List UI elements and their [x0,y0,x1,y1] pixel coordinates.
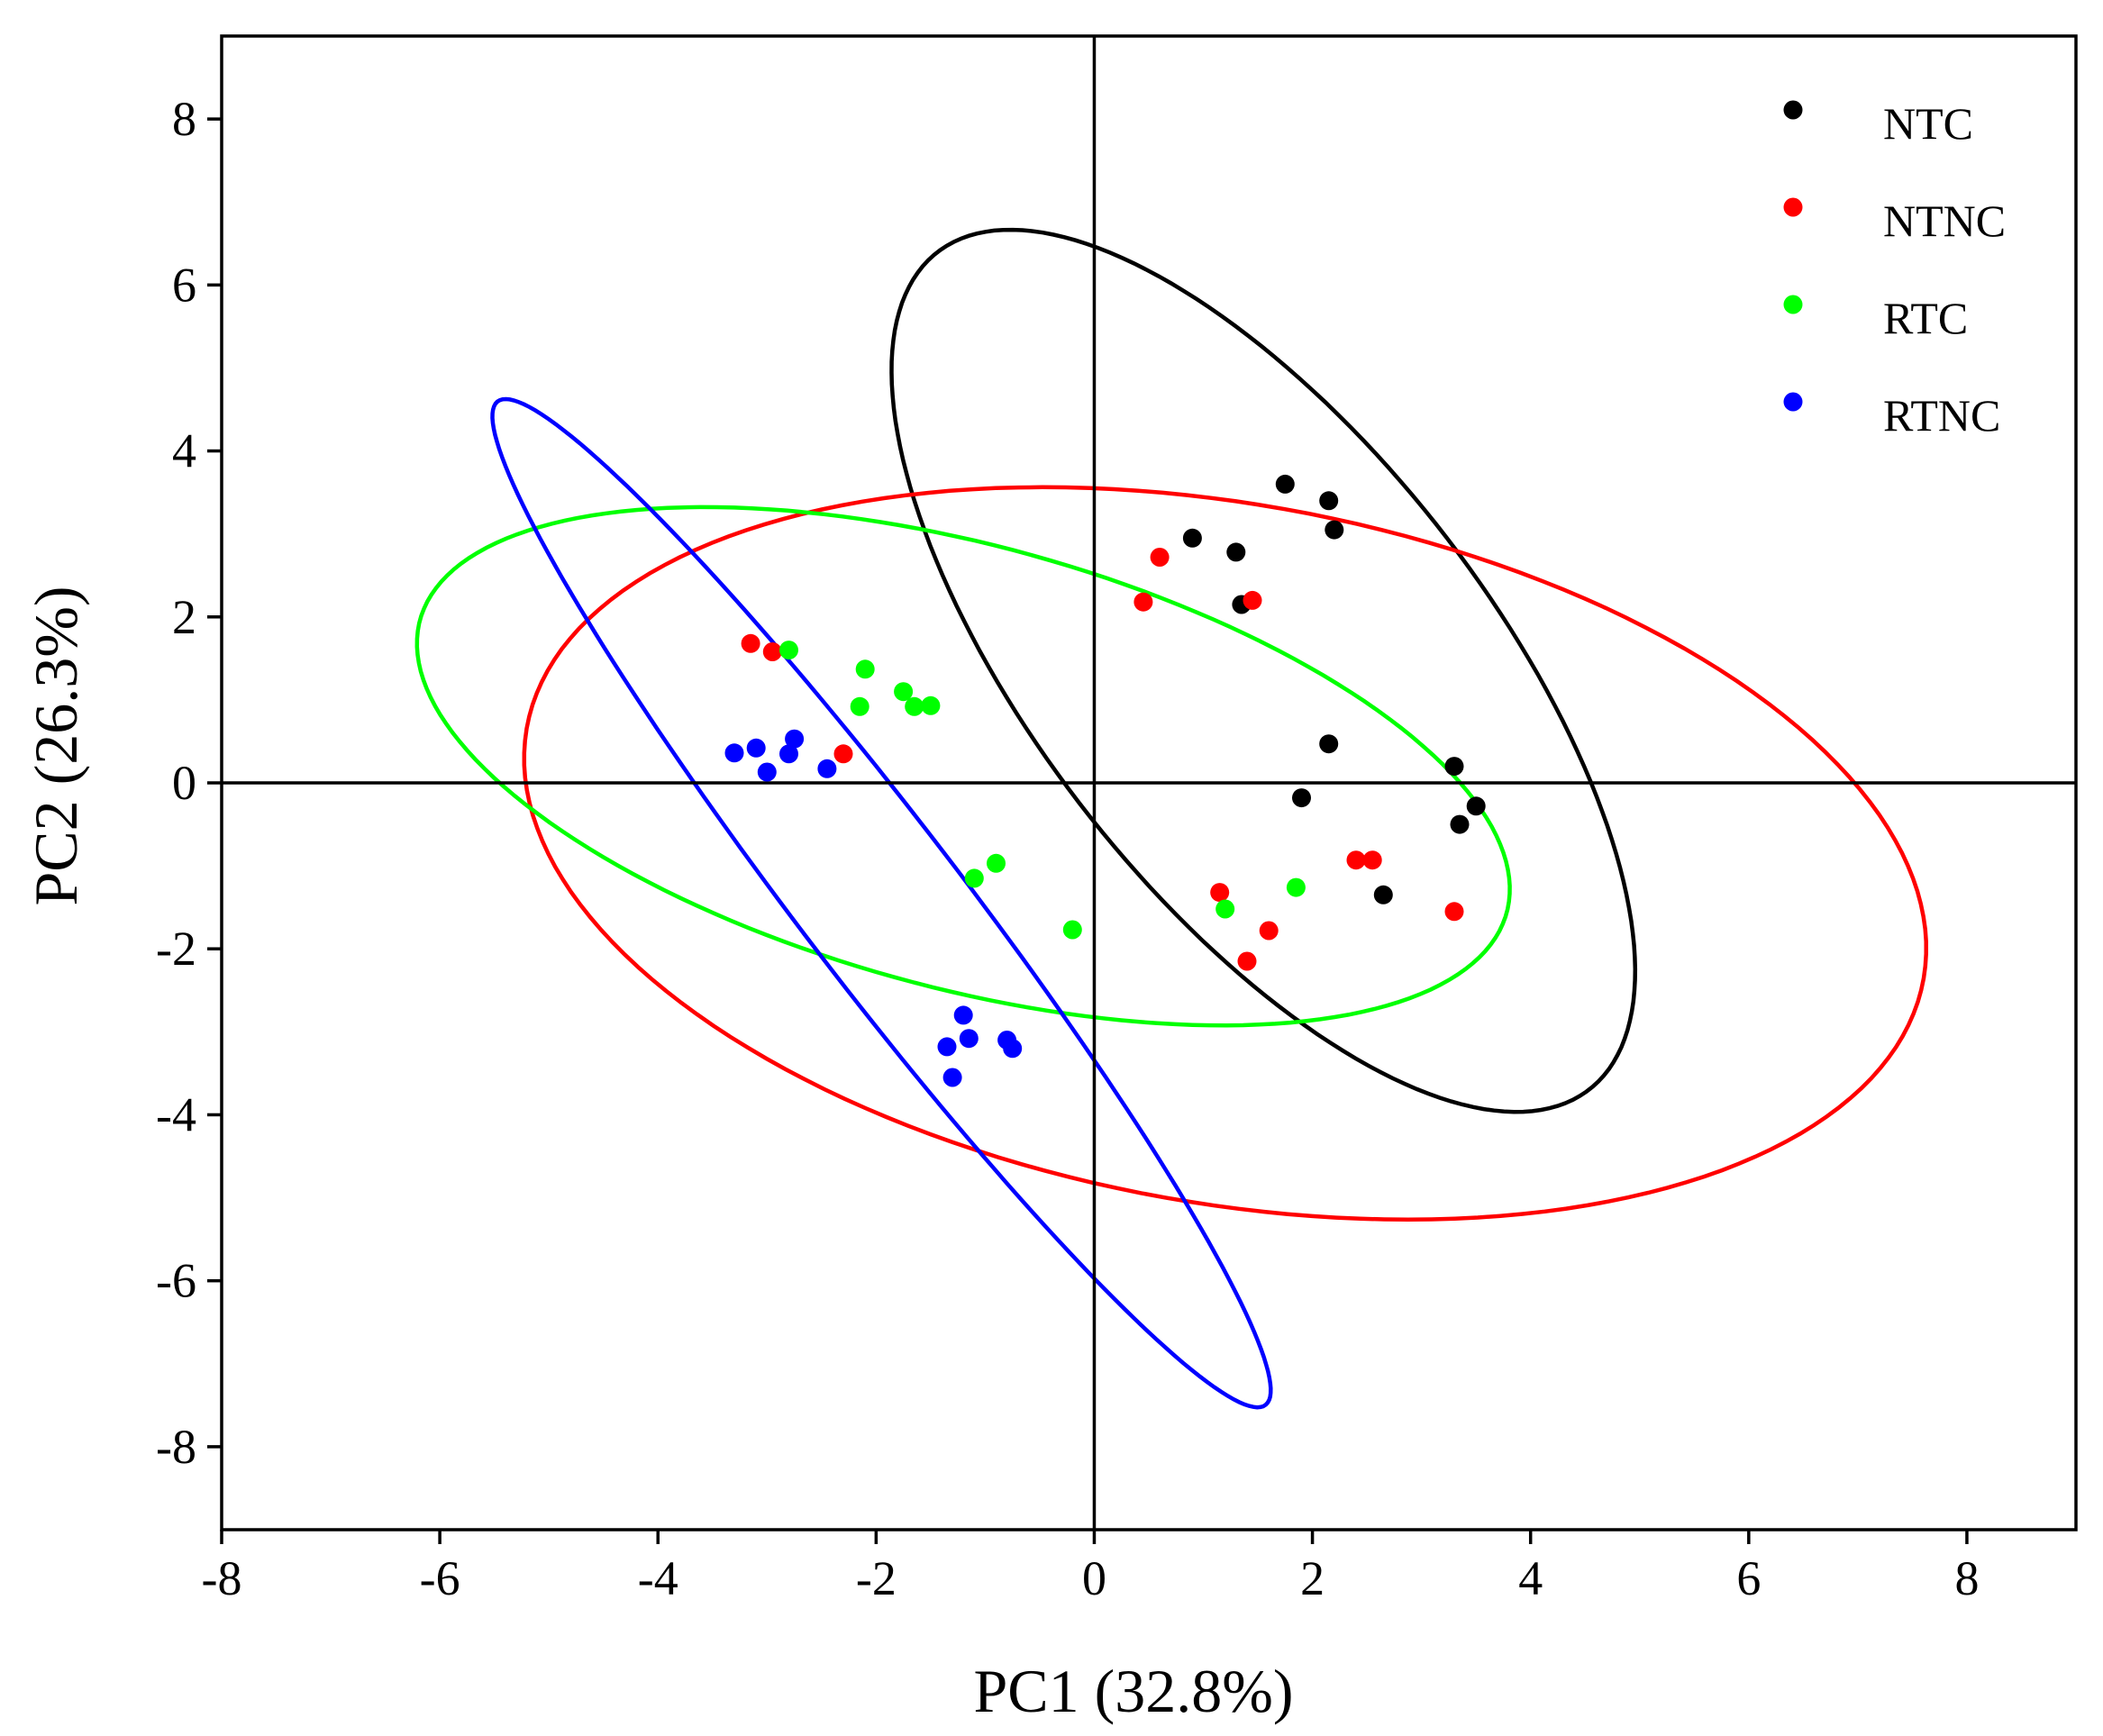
point-ntnc [1210,883,1230,903]
y-tick-label: 2 [172,590,196,644]
ellipse-rtnc [490,396,1273,1410]
point-ntnc [1150,548,1170,567]
point-rtnc [724,743,744,763]
point-ntnc [1243,590,1262,610]
y-tick-label: 4 [172,424,196,478]
x-tick-label: 8 [1954,1551,1979,1605]
x-tick-label: -8 [202,1551,242,1605]
point-rtc [850,696,869,716]
legend-marker-rtc [1783,295,1803,314]
y-tick-label: -2 [156,922,196,976]
x-axis-ticks: -8 -6 -4 -2 0 2 4 6 8 [202,1530,1979,1605]
point-ntc [1319,491,1339,511]
legend: NTC NTNC RTC RTNC [1783,98,2006,441]
legend-label-rtc: RTC [1883,293,1968,343]
legend-label-ntc: NTC [1883,98,1973,149]
point-ntnc [833,744,853,764]
point-rtnc [959,1029,979,1049]
point-ntc [1450,814,1470,834]
point-rtc [964,868,984,888]
point-ntnc [1259,921,1279,941]
point-rtc [1286,877,1306,897]
y-tick-label: 8 [172,92,196,146]
point-rtnc [785,729,805,749]
point-ntc [1182,528,1202,548]
point-ntnc [1362,850,1382,870]
y-tick-label: 6 [172,258,196,312]
point-rtc [855,659,875,679]
point-ntnc [1346,850,1366,870]
point-rtnc [817,759,837,778]
point-ntc [1275,474,1295,494]
point-rtc [894,682,914,702]
point-rtnc [953,1005,973,1025]
point-ntc [1444,757,1464,777]
ellipse-ntc [889,227,1638,1114]
point-ntnc [1237,951,1257,971]
point-rtnc [779,744,798,764]
point-ntc [1466,796,1486,816]
point-rtc [1215,899,1235,919]
data-points [724,474,1486,1087]
y-tick-label: -6 [156,1254,196,1308]
point-ntnc [741,633,760,653]
point-ntc [1373,885,1393,904]
ellipse-rtc [414,504,1512,1028]
point-rtnc [1003,1039,1023,1059]
point-ntnc [1133,592,1153,612]
x-tick-label: 0 [1082,1551,1106,1605]
confidence-ellipses [414,227,1928,1410]
x-tick-label: -4 [638,1551,678,1605]
legend-label-rtnc: RTNC [1883,390,2000,441]
x-axis-title: PC1 (32.8%) [973,1657,1293,1725]
point-rtnc [942,1068,962,1087]
y-tick-label: 0 [172,756,196,810]
point-rtnc [937,1037,957,1057]
legend-marker-rtnc [1783,392,1803,412]
legend-label-ntnc: NTNC [1883,195,2006,246]
x-tick-label: -2 [856,1551,897,1605]
point-rtc [921,695,941,715]
y-tick-label: -4 [156,1087,196,1141]
legend-marker-ntnc [1783,197,1803,217]
point-rtnc [746,738,766,758]
zero-reference-lines [222,36,2076,1530]
legend-marker-ntc [1783,100,1803,120]
x-tick-label: 2 [1300,1551,1325,1605]
x-tick-label: -6 [420,1551,460,1605]
point-ntnc [1444,902,1464,922]
point-ntc [1226,542,1246,562]
ellipse-ntnc [522,485,1928,1222]
y-tick-label: -8 [156,1420,196,1474]
y-axis-ticks: -8 -6 -4 -2 0 2 4 6 8 [156,92,222,1474]
point-ntnc [762,642,782,661]
point-rtc [779,641,798,660]
x-tick-label: 4 [1518,1551,1543,1605]
x-tick-label: 6 [1736,1551,1761,1605]
point-rtnc [757,762,777,782]
point-rtc [905,696,924,716]
point-ntc [1292,788,1311,808]
y-axis-title: PC2 (26.3%) [22,586,90,905]
point-ntc [1325,520,1344,540]
point-rtc [987,853,1006,873]
point-ntc [1319,734,1339,754]
point-rtc [1062,920,1082,940]
